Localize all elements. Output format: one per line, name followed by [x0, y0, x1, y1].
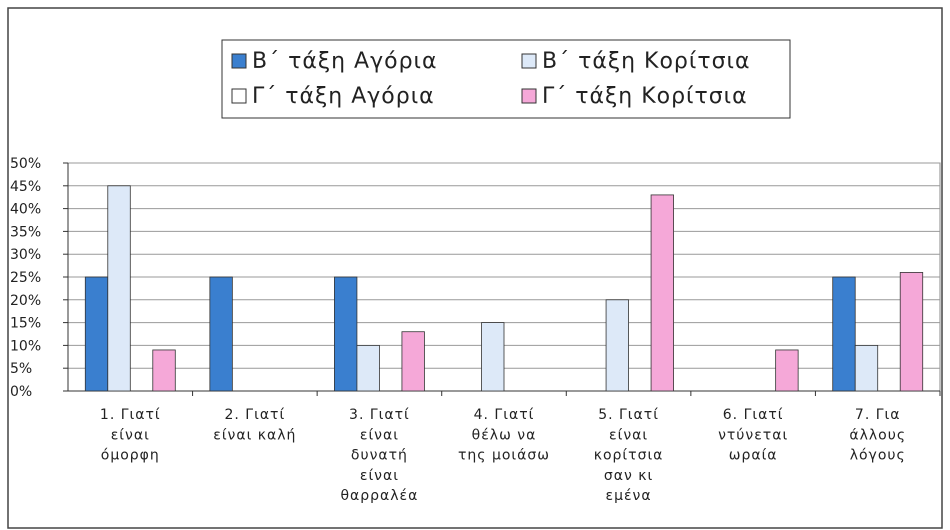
- bar: [854, 344, 879, 392]
- y-tick-label: 25%: [10, 270, 41, 286]
- legend-swatch: [521, 53, 537, 69]
- x-tick-label: 6. Γιατί ντύνεται ωραία: [718, 407, 788, 464]
- y-tick-label: 35%: [10, 224, 41, 240]
- y-tick-label: 50%: [10, 156, 41, 172]
- y-tick-label: 5%: [10, 361, 32, 377]
- bar: [152, 349, 176, 392]
- y-tick-label: 10%: [10, 338, 41, 354]
- legend-label: Β΄ τάξη Κορίτσια: [542, 49, 750, 74]
- bar: [605, 299, 629, 392]
- bar: [209, 276, 233, 392]
- bar: [899, 272, 924, 392]
- bar: [481, 322, 505, 392]
- x-tick-label: 7. Για άλλους λόγους: [849, 407, 906, 464]
- bar: [650, 194, 674, 392]
- y-tick-label: 0%: [10, 384, 32, 400]
- y-tick-label: 15%: [10, 316, 41, 332]
- legend-label: Β΄ τάξη Αγόρια: [252, 49, 437, 74]
- bar: [775, 349, 799, 392]
- y-tick-label: 30%: [10, 247, 41, 263]
- legend-label: Γ΄ τάξη Αγόρια: [252, 84, 435, 109]
- y-tick-label: 40%: [10, 202, 41, 218]
- bar: [84, 276, 109, 392]
- x-tick-label: 5. Γιατί είναι κορίτσια σαν κι εμένα: [594, 407, 664, 504]
- legend-swatch: [231, 53, 247, 69]
- x-tick-label: 3. Γιατί είναι δυνατή είναι θαρραλέα: [340, 407, 418, 504]
- y-tick-label: 20%: [10, 293, 41, 309]
- x-tick-label: 2. Γιατί είναι καλή: [213, 407, 296, 443]
- bar: [107, 185, 131, 392]
- legend-swatch: [521, 88, 537, 104]
- x-tick-label: 1. Γιατί είναι όμορφη: [100, 407, 161, 464]
- bar: [401, 331, 425, 392]
- bar: [832, 276, 856, 392]
- legend-swatch: [231, 88, 247, 104]
- y-tick-label: 45%: [10, 179, 41, 195]
- bar: [356, 344, 380, 392]
- bar: [334, 276, 358, 392]
- legend-box: [221, 39, 791, 119]
- x-tick-label: 4. Γιατί θέλω να της μοιάσω: [458, 407, 550, 464]
- legend-label: Γ΄ τάξη Κορίτσια: [542, 84, 748, 109]
